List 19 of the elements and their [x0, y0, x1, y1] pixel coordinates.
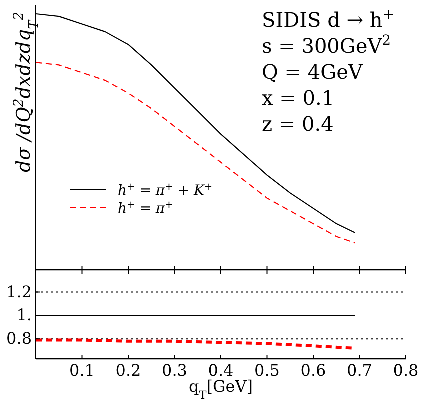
- x-tick-label: 0.4: [208, 361, 234, 380]
- legend-label: h$^{+}$ = π$^{+}$: [118, 200, 174, 217]
- annotation: z = 0.4: [262, 112, 334, 136]
- x-tick-label: 0.3: [162, 361, 188, 380]
- x-tick-label: 0.1: [70, 361, 95, 380]
- x-tick-label: 0.7: [347, 361, 372, 380]
- annotation: x = 0.1: [262, 86, 335, 110]
- x-tick-label: 0.2: [116, 361, 142, 380]
- x-tick-label: 0.8: [393, 361, 419, 380]
- y-tick-label: 0.8: [6, 329, 32, 348]
- x-axis-title: q$_{T}$[GeV]: [188, 377, 254, 401]
- annotation: SIDIS d → h$^{+}$: [262, 7, 394, 32]
- annotation: Q = 4GeV: [262, 60, 364, 84]
- y-tick-label: 1.: [16, 306, 32, 325]
- legend-label: h$^{+}$ = π$^{+}$ + K$^{+}$: [118, 182, 213, 199]
- y-tick-label: 1.2: [6, 282, 32, 302]
- x-tick-label: 0.6: [300, 361, 326, 380]
- annotation: s = 300GeV$^{2}$: [262, 33, 392, 58]
- x-tick-label: 0.5: [254, 361, 280, 380]
